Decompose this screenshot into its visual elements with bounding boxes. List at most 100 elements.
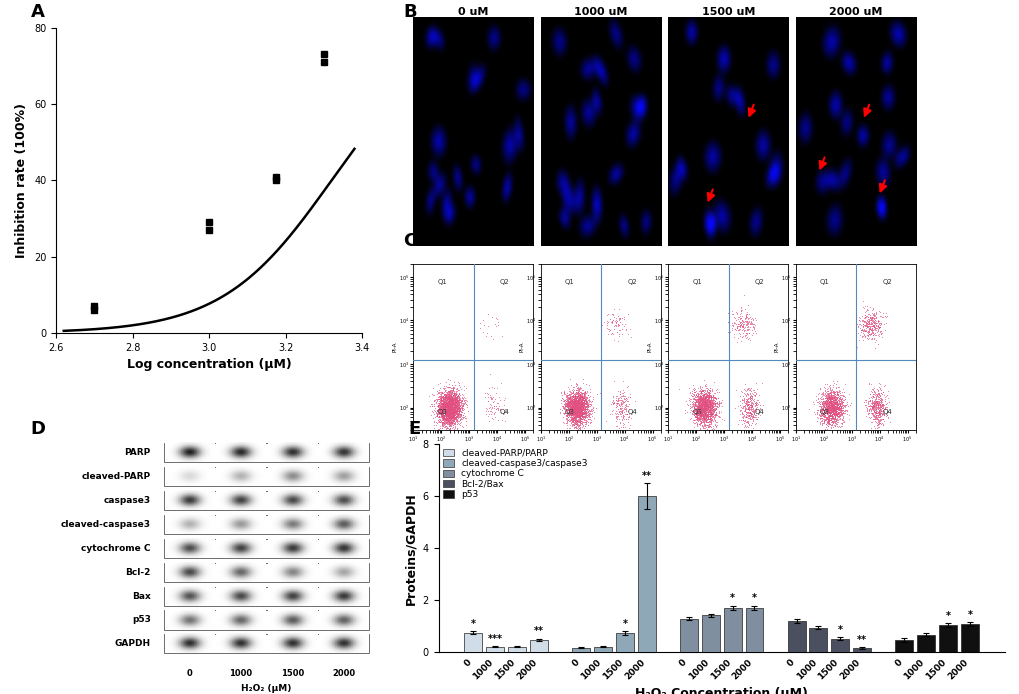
Point xyxy=(570,387,586,398)
Point xyxy=(825,393,842,405)
Point xyxy=(731,314,747,325)
Point xyxy=(445,409,462,420)
Point xyxy=(569,409,585,421)
Point xyxy=(448,396,465,407)
Point xyxy=(822,398,839,409)
Point xyxy=(825,401,842,412)
Point xyxy=(432,407,448,418)
Point xyxy=(866,396,882,407)
Text: Q3: Q3 xyxy=(437,409,446,414)
Point xyxy=(440,420,457,431)
Point xyxy=(568,409,584,421)
Point xyxy=(616,390,633,401)
Point xyxy=(435,416,451,428)
Point xyxy=(567,400,583,411)
Point xyxy=(693,399,709,410)
Point xyxy=(828,410,845,421)
Point xyxy=(566,402,582,413)
Point xyxy=(442,398,459,409)
Point xyxy=(431,405,447,416)
Point xyxy=(860,377,876,388)
Point xyxy=(736,329,752,340)
Point xyxy=(568,405,584,416)
Point xyxy=(574,417,590,428)
Point xyxy=(580,400,596,412)
Point xyxy=(439,397,455,408)
Point xyxy=(568,402,584,413)
Point xyxy=(692,403,708,414)
Point xyxy=(436,405,452,416)
Point xyxy=(584,391,600,403)
Point xyxy=(436,427,452,438)
Point xyxy=(607,390,624,401)
Point xyxy=(827,401,844,412)
Point xyxy=(443,393,460,405)
Point xyxy=(570,407,586,418)
Point xyxy=(687,414,703,425)
Point xyxy=(805,406,821,417)
Point xyxy=(571,410,587,421)
Point xyxy=(742,407,758,418)
Point xyxy=(859,333,875,344)
Point xyxy=(575,389,591,400)
Point xyxy=(824,414,841,425)
Point xyxy=(851,316,867,327)
Point xyxy=(574,401,590,412)
Point xyxy=(433,409,449,421)
Point xyxy=(566,402,582,413)
Point xyxy=(483,393,499,404)
Point xyxy=(823,396,840,407)
Point xyxy=(827,409,844,421)
Point xyxy=(580,410,596,421)
Point xyxy=(559,403,576,414)
Point xyxy=(440,405,457,416)
Point xyxy=(569,405,585,416)
Point xyxy=(689,394,705,405)
Point xyxy=(443,393,460,404)
Point xyxy=(443,394,460,405)
Point xyxy=(818,405,835,416)
Point xyxy=(696,393,712,405)
Point xyxy=(819,404,836,415)
Point xyxy=(860,314,876,325)
Point xyxy=(823,398,840,409)
Point xyxy=(444,403,461,414)
Point xyxy=(431,412,447,423)
Point xyxy=(689,407,705,418)
Point xyxy=(824,394,841,405)
Point xyxy=(568,395,584,406)
Point xyxy=(860,327,876,338)
Point xyxy=(854,323,870,335)
Point xyxy=(439,397,455,408)
Point xyxy=(863,404,879,415)
Point xyxy=(741,391,757,402)
Point xyxy=(701,399,717,410)
Point xyxy=(449,401,466,412)
Point xyxy=(437,406,453,417)
Point xyxy=(565,403,581,414)
Point xyxy=(572,393,588,405)
Point xyxy=(869,325,886,337)
Point xyxy=(443,406,460,417)
Point xyxy=(436,406,452,417)
Point xyxy=(828,400,845,411)
Point xyxy=(739,421,755,432)
Point xyxy=(440,416,457,427)
Point xyxy=(744,411,760,422)
Point xyxy=(820,404,837,415)
Point xyxy=(572,401,588,412)
Point xyxy=(561,406,578,417)
Point xyxy=(879,396,896,407)
Point xyxy=(689,389,705,400)
Point xyxy=(481,403,497,414)
Point xyxy=(699,403,715,414)
Point xyxy=(690,401,706,412)
Point xyxy=(807,390,823,401)
Point xyxy=(609,395,626,406)
Point xyxy=(446,400,463,412)
Point xyxy=(569,412,585,423)
Point xyxy=(567,408,583,419)
Point xyxy=(701,399,717,410)
Point xyxy=(699,405,715,416)
Point xyxy=(442,397,459,408)
